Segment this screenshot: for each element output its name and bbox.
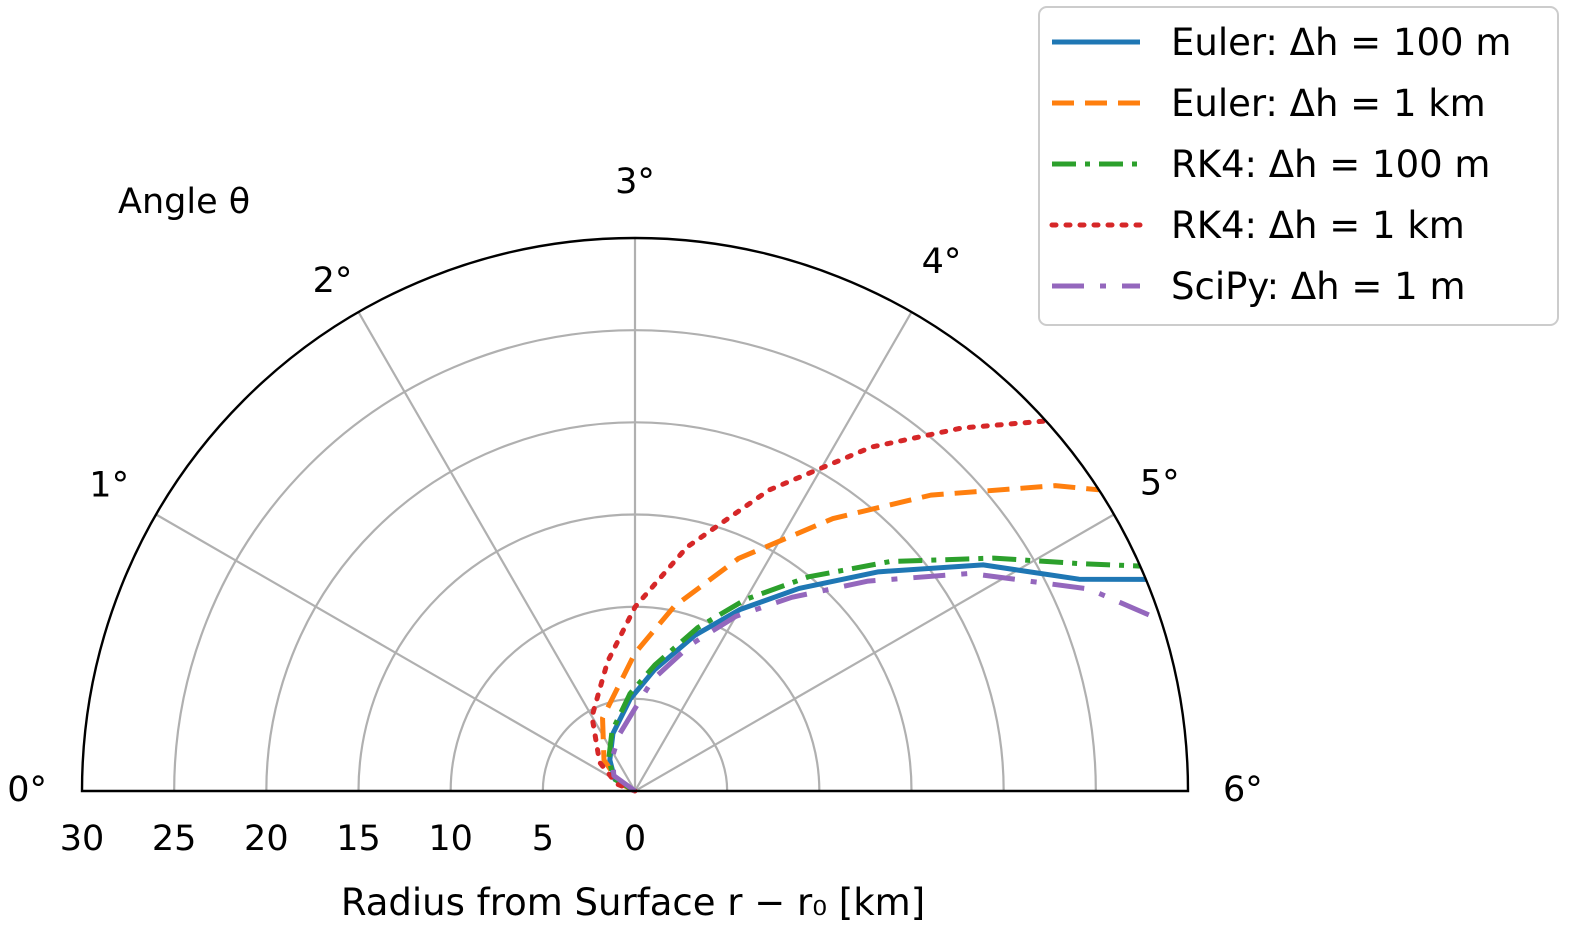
series-line-5 (610, 570, 1162, 794)
theta-tick-label-6: 6° (1223, 770, 1263, 810)
x-axis-label: Radius from Surface r − r₀ [km] (341, 881, 925, 924)
theta-tick-label-1: 1° (89, 466, 129, 506)
radial-tick-label-5: 5 (532, 819, 554, 859)
radial-tick-label-1: 25 (152, 819, 197, 859)
series-line-4 (589, 418, 1049, 794)
series-line-2 (600, 483, 1100, 794)
radial-tick-label-3: 15 (336, 819, 381, 859)
legend-label-1: Euler: Δh = 100 m (1171, 21, 1511, 64)
legend-box (1038, 6, 1559, 326)
series-line-1 (607, 562, 1146, 794)
series-line-3 (606, 555, 1141, 794)
legend-items: Euler: Δh = 100 m Euler: Δh = 1 km RK4: Δh… (1049, 21, 1511, 308)
theta-grid-line-4 (634, 311, 913, 792)
grid-layer (155, 238, 1115, 792)
radial-tick-label-0: 30 (60, 819, 105, 859)
radial-tick-label-4: 10 (428, 819, 473, 859)
theta-grid-line-2 (357, 311, 636, 792)
radial-tick-label-2: 20 (244, 819, 289, 859)
theta-tick-label-2: 2° (313, 261, 353, 301)
theta-tick-label-3: 3° (615, 162, 655, 202)
radial-tick-label-6: 0 (624, 819, 646, 859)
legend-label-4: RK4: Δh = 1 km (1171, 204, 1465, 247)
theta-tick-label-5: 5° (1140, 464, 1180, 504)
theta-grid-line-5 (634, 513, 1115, 792)
theta-grid-line-1 (155, 513, 636, 792)
theta-tick-label-0: 0° (7, 770, 47, 810)
legend-label-5: SciPy: Δh = 1 m (1171, 265, 1465, 308)
legend-label-2: Euler: Δh = 1 km (1171, 82, 1486, 125)
legend-label-3: RK4: Δh = 100 m (1171, 143, 1490, 186)
series-layer (589, 418, 1162, 794)
theta-title: Angle θ (118, 182, 250, 222)
outer-frame (80, 236, 1190, 793)
theta-tick-label-4: 4° (922, 242, 962, 282)
tick-layer: 0° 1° 2° 3° 4° 5° 6° 30 25 20 15 10 5 0 (7, 162, 1263, 859)
legend: Euler: Δh = 100 m Euler: Δh = 1 km RK4: Δh… (1038, 6, 1559, 326)
